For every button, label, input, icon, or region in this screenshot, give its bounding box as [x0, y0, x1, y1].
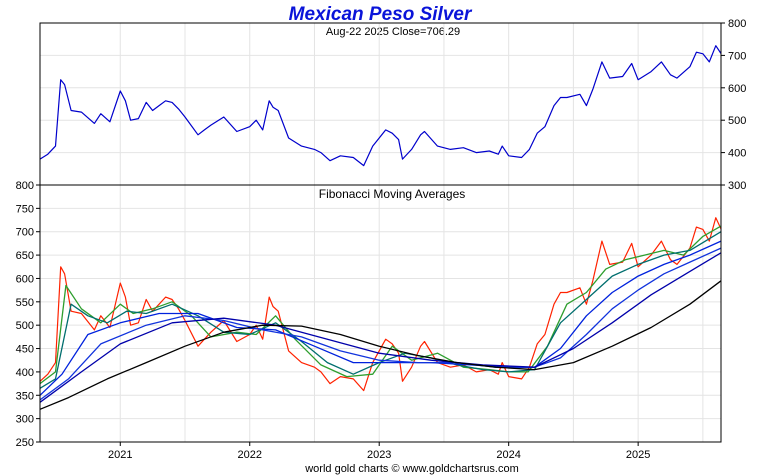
footer-credit: world gold charts © www.goldchartsrus.co… [304, 463, 519, 475]
x-tick-label: 2025 [626, 449, 650, 461]
bottom-panel-y-tick-label: 500 [16, 320, 34, 332]
top-panel-y-tick-label: 800 [728, 18, 746, 30]
bottom-panel-series-line-5 [39, 252, 722, 403]
bottom-panel-series-line-2 [39, 231, 722, 389]
bottom-panel-moving-averages [39, 217, 722, 410]
top-panel-y-tick-label: 300 [728, 180, 746, 192]
x-tick-label: 2022 [237, 449, 261, 461]
top-panel-y-tick-label: 400 [728, 148, 746, 160]
top-panel-price-line [39, 45, 722, 167]
x-tick-label: 2021 [108, 449, 132, 461]
bottom-panel-y-tick-label: 800 [16, 180, 34, 192]
top-panel-y-tick-label: 500 [728, 115, 746, 127]
top-panel-grid [40, 23, 721, 185]
bottom-panel-y-axis: 250 300 350 400 450 500 550 600 650 700 750 800 [16, 180, 40, 449]
bottom-panel-series-line-4 [39, 247, 722, 401]
bottom-panel-series-line-6 [39, 280, 722, 410]
x-tick-label: 2024 [496, 449, 520, 461]
bottom-panel-y-tick-label: 650 [16, 250, 34, 262]
top-panel-series-line-0 [39, 45, 722, 167]
bottom-panel-y-tick-label: 600 [16, 273, 34, 285]
top-panel-y-tick-label: 700 [728, 50, 746, 62]
bottom-panel-y-tick-label: 550 [16, 297, 34, 309]
bottom-panel-title: Fibonacci Moving Averages [319, 187, 466, 201]
x-axis: 2021 2022 2023 2024 2025 [108, 442, 650, 461]
bottom-panel-y-tick-label: 750 [16, 203, 34, 215]
bottom-panel-y-tick-label: 300 [16, 414, 34, 426]
bottom-panel-y-tick-label: 450 [16, 344, 34, 356]
chart-title: Mexican Peso Silver [289, 4, 473, 25]
bottom-panel-y-tick-label: 350 [16, 390, 34, 402]
top-panel-y-tick-label: 600 [728, 83, 746, 95]
bottom-panel-y-tick-label: 700 [16, 227, 34, 239]
bottom-panel-y-tick-label: 400 [16, 367, 34, 379]
bottom-panel-frame [39, 184, 722, 443]
bottom-panel-y-tick-label: 250 [16, 437, 34, 449]
top-panel-y-axis: 300 400 500 600 700 800 [721, 18, 746, 192]
bottom-panel-series-line-1 [39, 225, 722, 385]
chart-subtitle: Aug-22 2025 Close=706.29 [326, 26, 460, 38]
x-tick-label: 2023 [367, 449, 391, 461]
